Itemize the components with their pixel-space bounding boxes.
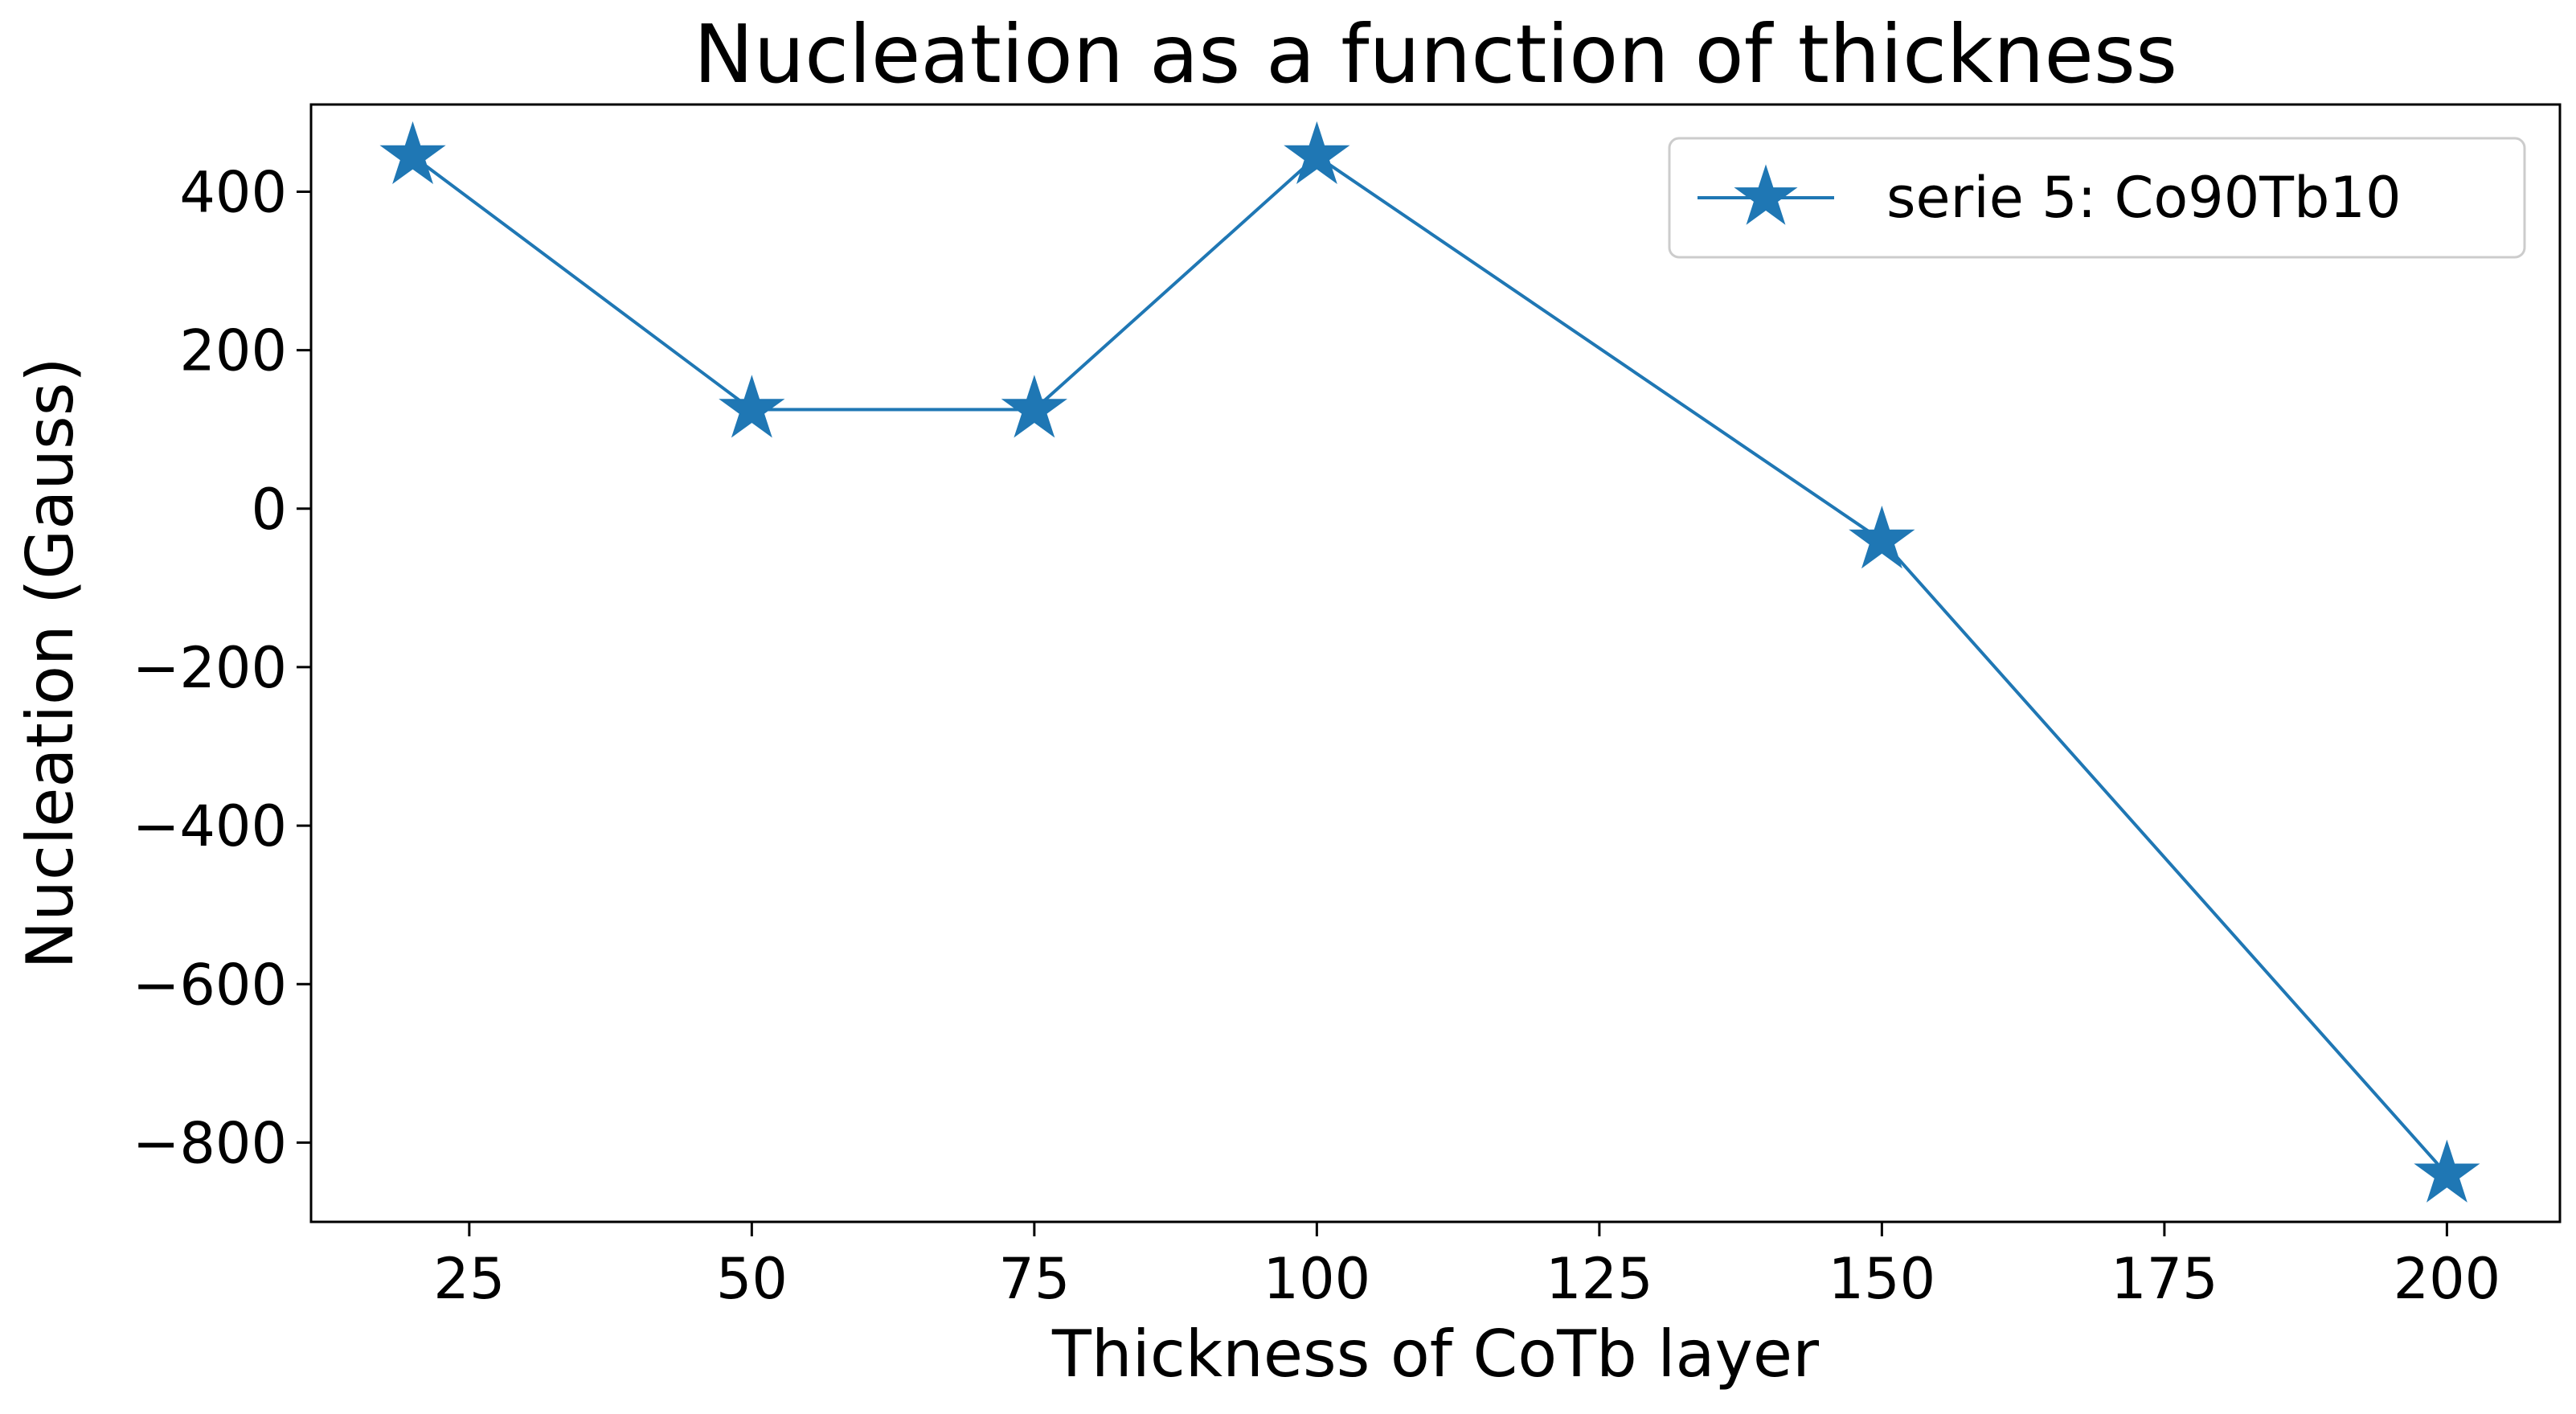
data-point-star (1849, 505, 1915, 569)
x-tick-label: 25 (433, 1246, 505, 1312)
series-line (412, 154, 2448, 1176)
y-tick-label: 0 (251, 477, 287, 543)
y-tick-label: −600 (133, 952, 287, 1018)
data-point-star (2414, 1139, 2480, 1203)
x-axis-label: Thickness of CoTb layer (1051, 1317, 1819, 1391)
plot-area-frame (309, 103, 2562, 1223)
legend-box (1668, 137, 2526, 259)
legend-label: serie 5: Co90Tb10 (1886, 165, 2402, 231)
y-axis-ticks: −800 −600 −400 −200 0 200 400 (133, 159, 311, 1176)
chart-title: Nucleation as a function of thickness (694, 7, 2177, 101)
y-tick-label: −200 (133, 635, 287, 701)
y-tick-label: 200 (179, 318, 287, 384)
y-axis-label: Nucleation (Gauss) (13, 357, 88, 969)
x-tick-label: 75 (998, 1246, 1070, 1312)
data-point-star (1284, 121, 1350, 185)
data-point-star (379, 121, 446, 185)
x-tick-label: 100 (1263, 1246, 1371, 1312)
series-layer (379, 121, 2480, 1203)
x-tick-label: 175 (2111, 1246, 2218, 1312)
x-tick-label: 150 (1829, 1246, 1936, 1312)
legend-star-marker (1734, 164, 1798, 225)
y-tick-label: 400 (179, 159, 287, 225)
x-tick-label: 125 (1546, 1246, 1653, 1312)
data-point-star (1001, 375, 1067, 438)
x-tick-label: 50 (716, 1246, 788, 1312)
x-axis-ticks: 25 50 75 100 125 150 175 200 (433, 1222, 2500, 1312)
data-point-star (719, 375, 785, 438)
y-tick-label: −800 (133, 1110, 287, 1176)
x-tick-label: 200 (2394, 1246, 2501, 1312)
legend: serie 5: Co90Tb10 (1668, 137, 2526, 259)
y-tick-label: −400 (133, 793, 287, 859)
